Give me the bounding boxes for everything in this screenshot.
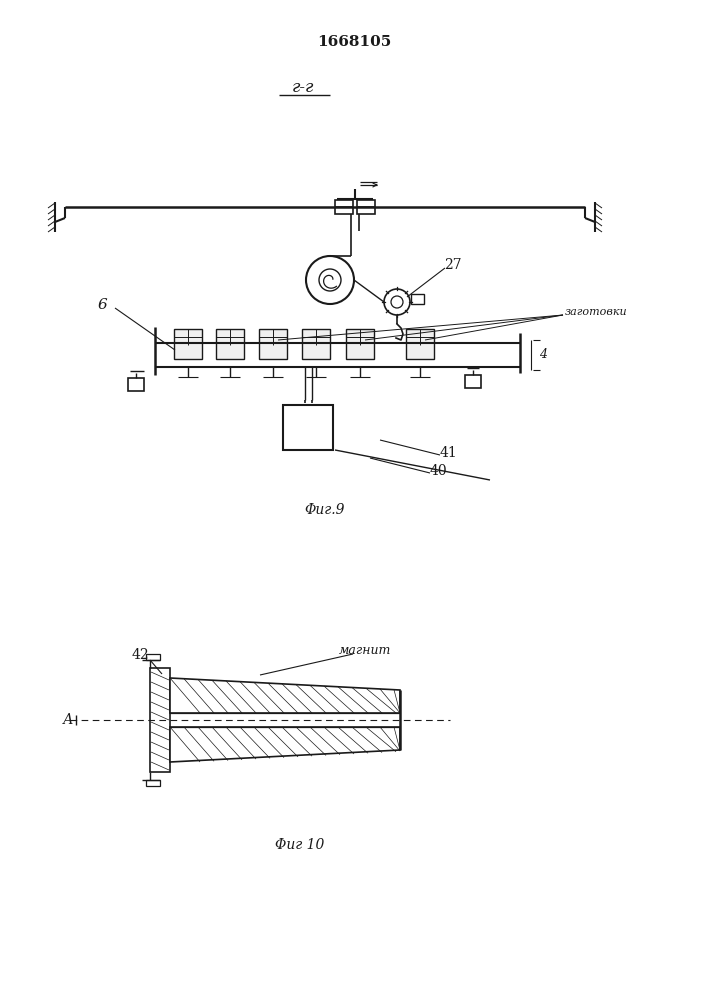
Text: 6: 6	[97, 298, 107, 312]
Text: 41: 41	[439, 446, 457, 460]
Polygon shape	[170, 678, 400, 713]
Bar	[406, 329, 434, 359]
Bar	[465, 375, 481, 388]
Bar	[283, 405, 333, 450]
Bar	[302, 329, 330, 359]
Text: заготовки: заготовки	[565, 307, 628, 317]
Bar	[150, 668, 170, 772]
Text: 40: 40	[429, 464, 447, 478]
Bar	[146, 780, 160, 786]
Polygon shape	[170, 727, 400, 762]
Text: магнит: магнит	[339, 644, 391, 656]
Text: Φиг 10: Φиг 10	[275, 838, 325, 852]
Text: г-г: г-г	[292, 80, 314, 97]
Text: 27: 27	[444, 258, 462, 272]
Bar	[357, 200, 375, 214]
Bar	[346, 329, 374, 359]
Bar	[146, 654, 160, 660]
Bar	[174, 329, 202, 359]
Text: 1668105: 1668105	[317, 35, 391, 49]
Bar	[259, 329, 287, 359]
Bar	[128, 378, 144, 391]
Bar	[335, 200, 353, 214]
Text: Φиг.9: Φиг.9	[305, 503, 345, 517]
Bar	[216, 329, 244, 359]
Text: 4: 4	[539, 349, 547, 361]
Text: А: А	[63, 713, 74, 727]
Text: 42: 42	[132, 648, 148, 662]
Bar	[411, 294, 424, 304]
